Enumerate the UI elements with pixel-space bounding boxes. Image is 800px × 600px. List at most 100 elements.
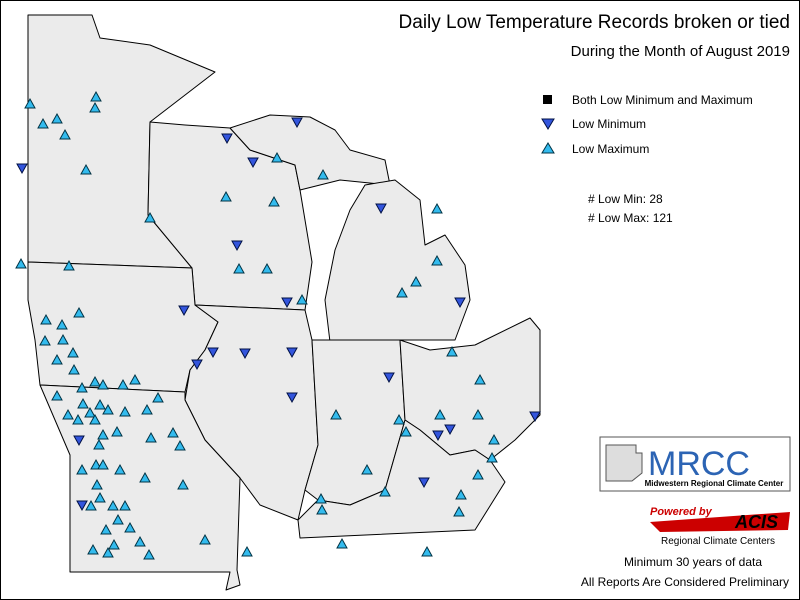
- low-max-marker: [15, 257, 27, 269]
- state-wi: [147, 121, 313, 311]
- low-max-marker: [330, 408, 342, 420]
- low-max-marker: [271, 151, 283, 163]
- low-max-marker: [177, 478, 189, 490]
- low-max-marker: [361, 463, 373, 475]
- low-min-marker: [291, 117, 303, 129]
- low-max-marker: [77, 397, 89, 409]
- low-min-marker: [281, 297, 293, 309]
- low-max-marker: [73, 306, 85, 318]
- low-max-marker: [107, 499, 119, 511]
- low-max-marker: [51, 112, 63, 124]
- low-max-marker: [84, 406, 96, 418]
- low-min-marker: [454, 297, 466, 309]
- low-min-marker: [286, 392, 298, 404]
- low-max-marker: [396, 286, 408, 298]
- low-min-marker: [418, 477, 430, 489]
- low-max-marker: [89, 413, 101, 425]
- low-max-marker: [59, 128, 71, 140]
- count-low-max: # Low Max: 121: [588, 211, 673, 225]
- low-max-marker: [143, 548, 155, 560]
- low-max-marker: [97, 378, 109, 390]
- low-max-marker: [174, 439, 186, 451]
- low-max-marker: [39, 334, 51, 346]
- state-mi-up: [229, 114, 391, 191]
- low-max-marker: [421, 545, 433, 557]
- acis-subtitle: Regional Climate Centers: [661, 536, 775, 547]
- state-ky: [297, 419, 506, 539]
- low-max-marker: [134, 535, 146, 547]
- low-min-marker: [247, 157, 259, 169]
- low-max-marker: [199, 533, 211, 545]
- low-min-marker: [191, 359, 203, 371]
- low-max-marker: [453, 505, 465, 517]
- acis-swoosh: [650, 512, 790, 532]
- low-max-marker: [119, 405, 131, 417]
- low-max-marker: [145, 431, 157, 443]
- legend-symbol-min: [541, 118, 555, 130]
- state-mo: [39, 384, 241, 591]
- low-max-marker: [91, 478, 103, 490]
- low-min-marker: [231, 240, 243, 252]
- low-max-marker: [85, 499, 97, 511]
- low-max-marker: [336, 537, 348, 549]
- low-min-marker: [383, 372, 395, 384]
- low-max-marker: [112, 513, 124, 525]
- low-max-marker: [488, 433, 500, 445]
- logo-map-icon: [605, 444, 643, 482]
- low-min-marker: [178, 305, 190, 317]
- low-max-marker: [94, 398, 106, 410]
- low-max-marker: [317, 168, 329, 180]
- low-max-marker: [87, 543, 99, 555]
- low-max-marker: [472, 408, 484, 420]
- low-max-marker: [114, 463, 126, 475]
- low-max-marker: [434, 408, 446, 420]
- low-min-marker: [221, 133, 233, 145]
- low-min-marker: [444, 424, 456, 436]
- low-max-marker: [102, 546, 114, 558]
- map-title: Daily Low Temperature Records broken or …: [399, 12, 790, 33]
- map-subtitle: During the Month of August 2019: [571, 43, 790, 60]
- low-max-marker: [233, 262, 245, 274]
- low-max-marker: [67, 346, 79, 358]
- low-max-marker: [379, 485, 391, 497]
- low-max-marker: [241, 545, 253, 557]
- low-max-marker: [261, 262, 273, 274]
- low-max-marker: [472, 468, 484, 480]
- low-max-marker: [90, 458, 102, 470]
- acis-logo: Powered by ACIS Regional Climate Centers: [650, 506, 790, 547]
- legend-label: Low Minimum: [572, 117, 646, 131]
- low-max-marker: [24, 97, 36, 109]
- low-max-marker: [129, 373, 141, 385]
- low-max-marker: [97, 428, 109, 440]
- low-min-marker: [207, 347, 219, 359]
- low-max-marker: [474, 373, 486, 385]
- low-max-marker: [40, 313, 52, 325]
- low-max-marker: [90, 90, 102, 102]
- low-max-marker: [410, 275, 422, 287]
- low-max-marker: [400, 425, 412, 437]
- logo-name: MRCC: [648, 445, 750, 483]
- low-min-marker: [529, 411, 541, 423]
- low-max-marker: [62, 408, 74, 420]
- low-max-marker: [80, 163, 92, 175]
- record-markers: [15, 90, 541, 560]
- low-max-marker: [56, 318, 68, 330]
- low-max-marker: [108, 538, 120, 550]
- low-max-marker: [76, 381, 88, 393]
- low-max-marker: [76, 463, 88, 475]
- low-max-marker: [139, 471, 151, 483]
- low-max-marker: [97, 458, 109, 470]
- low-max-marker: [57, 333, 69, 345]
- low-max-marker: [124, 521, 136, 533]
- states: [27, 14, 541, 591]
- legend-symbol-max: [541, 142, 555, 154]
- low-max-marker: [89, 375, 101, 387]
- low-max-marker: [37, 117, 49, 129]
- state-mi-lp: [324, 179, 471, 343]
- footer-note: Minimum 30 years of data: [624, 555, 762, 569]
- low-max-marker: [141, 403, 153, 415]
- acis-name: ACIS: [734, 512, 778, 532]
- low-min-marker: [239, 348, 251, 360]
- low-max-marker: [431, 254, 443, 266]
